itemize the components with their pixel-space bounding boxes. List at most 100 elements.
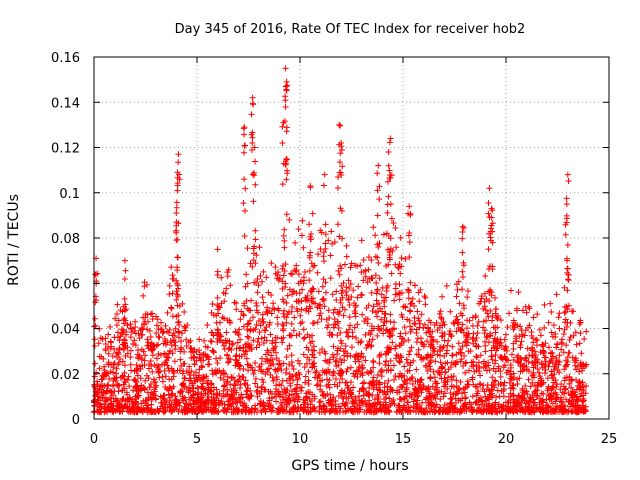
data-point: [386, 174, 393, 181]
data-point: [320, 402, 327, 409]
data-point: [232, 409, 239, 416]
data-point: [414, 378, 421, 385]
data-point: [563, 195, 570, 202]
data-point: [402, 388, 409, 395]
data-point: [179, 330, 186, 337]
data-point: [530, 402, 537, 409]
data-point: [553, 344, 560, 351]
data-point: [368, 369, 375, 376]
data-point: [416, 298, 423, 305]
data-point: [450, 373, 457, 380]
data-point: [579, 398, 586, 405]
data-point: [531, 399, 538, 406]
data-point: [348, 344, 355, 351]
data-point: [269, 374, 276, 381]
data-point: [492, 306, 499, 313]
data-point: [523, 309, 530, 316]
data-point: [384, 388, 391, 395]
data-point: [230, 340, 237, 347]
data-point: [445, 374, 452, 381]
data-point: [384, 344, 391, 351]
data-point: [355, 393, 362, 400]
data-point: [279, 123, 286, 130]
data-point: [338, 146, 345, 153]
data-point: [407, 279, 414, 286]
data-point: [469, 374, 476, 381]
data-point: [583, 382, 590, 389]
data-point: [346, 314, 353, 321]
data-point: [370, 359, 377, 366]
data-point: [431, 408, 438, 415]
data-point: [159, 378, 166, 385]
data-point: [494, 340, 501, 347]
data-point: [573, 408, 580, 415]
data-point: [374, 187, 381, 194]
data-point: [174, 367, 181, 374]
data-point: [162, 399, 169, 406]
data-point: [362, 315, 369, 322]
data-point: [394, 389, 401, 396]
data-point: [352, 303, 359, 310]
data-point: [214, 409, 221, 416]
data-point: [295, 404, 302, 411]
data-point: [370, 374, 377, 381]
x-tick-label: 15: [395, 432, 412, 447]
data-point: [562, 308, 569, 315]
data-point: [394, 291, 401, 298]
data-point: [559, 389, 566, 396]
data-point: [180, 382, 187, 389]
data-point: [405, 286, 412, 293]
data-point: [487, 307, 494, 314]
data-point: [197, 403, 204, 410]
data-point: [205, 356, 212, 363]
data-point: [487, 237, 494, 244]
data-point: [238, 308, 245, 315]
data-point: [308, 230, 315, 237]
data-point: [563, 255, 570, 262]
data-point: [516, 333, 523, 340]
data-point: [326, 384, 333, 391]
data-point: [245, 307, 252, 314]
data-point: [245, 361, 252, 368]
data-point: [318, 315, 325, 322]
data-point: [228, 341, 235, 348]
data-point: [519, 406, 526, 413]
data-point: [515, 399, 522, 406]
data-point: [307, 236, 314, 243]
data-point: [283, 365, 290, 372]
data-point: [133, 361, 140, 368]
data-point: [183, 343, 190, 350]
data-point: [173, 219, 180, 226]
data-point: [283, 156, 290, 163]
data-point: [537, 332, 544, 339]
data-point: [398, 255, 405, 262]
data-point: [325, 397, 332, 404]
data-point: [374, 332, 381, 339]
data-point: [250, 250, 257, 257]
data-point: [300, 244, 307, 251]
data-point: [406, 376, 413, 383]
data-point: [237, 384, 244, 391]
data-point: [567, 334, 574, 341]
data-point: [260, 318, 267, 325]
data-point: [396, 296, 403, 303]
data-point: [205, 397, 212, 404]
data-point: [380, 402, 387, 409]
data-point: [385, 149, 392, 156]
data-point: [289, 291, 296, 298]
data-point: [426, 329, 433, 336]
data-point: [195, 389, 202, 396]
data-point: [374, 288, 381, 295]
data-point: [406, 203, 413, 210]
data-point: [115, 317, 122, 324]
data-point: [257, 366, 264, 373]
data-point: [387, 135, 394, 142]
data-point: [485, 339, 492, 346]
data-point: [420, 408, 427, 415]
data-point: [347, 280, 354, 287]
y-tick-label: 0.02: [51, 368, 80, 383]
data-point: [220, 342, 227, 349]
data-point: [106, 375, 113, 382]
data-point: [208, 380, 215, 387]
data-point: [240, 149, 247, 156]
